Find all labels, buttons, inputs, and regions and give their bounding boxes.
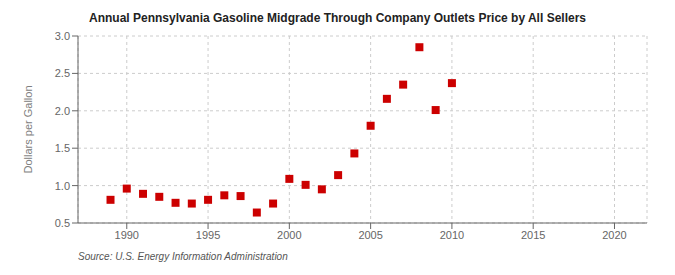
svg-text:2.5: 2.5: [55, 67, 70, 79]
svg-text:3.0: 3.0: [55, 30, 70, 42]
svg-text:2005: 2005: [358, 229, 382, 241]
svg-text:1.0: 1.0: [55, 180, 70, 192]
svg-text:1990: 1990: [115, 229, 139, 241]
svg-text:2020: 2020: [602, 229, 626, 241]
html-text:Source: U.S. Energy Informatio: Source: U.S. Energy Information Administ…: [78, 251, 288, 262]
html-text:Annual Pennsylvania Gasoline M: Annual Pennsylvania Gasoline Midgrade Th…: [89, 11, 586, 25]
svg-text:Dollars per Gallon: Dollars per Gallon: [22, 85, 34, 173]
svg-text:1995: 1995: [196, 229, 220, 241]
svg-text:2000: 2000: [277, 229, 301, 241]
svg-text:2.0: 2.0: [55, 105, 70, 117]
svg-text:2015: 2015: [521, 229, 545, 241]
svg-text:2010: 2010: [440, 229, 464, 241]
svg-text:1.5: 1.5: [55, 142, 70, 154]
svg-text:0.5: 0.5: [55, 217, 70, 229]
